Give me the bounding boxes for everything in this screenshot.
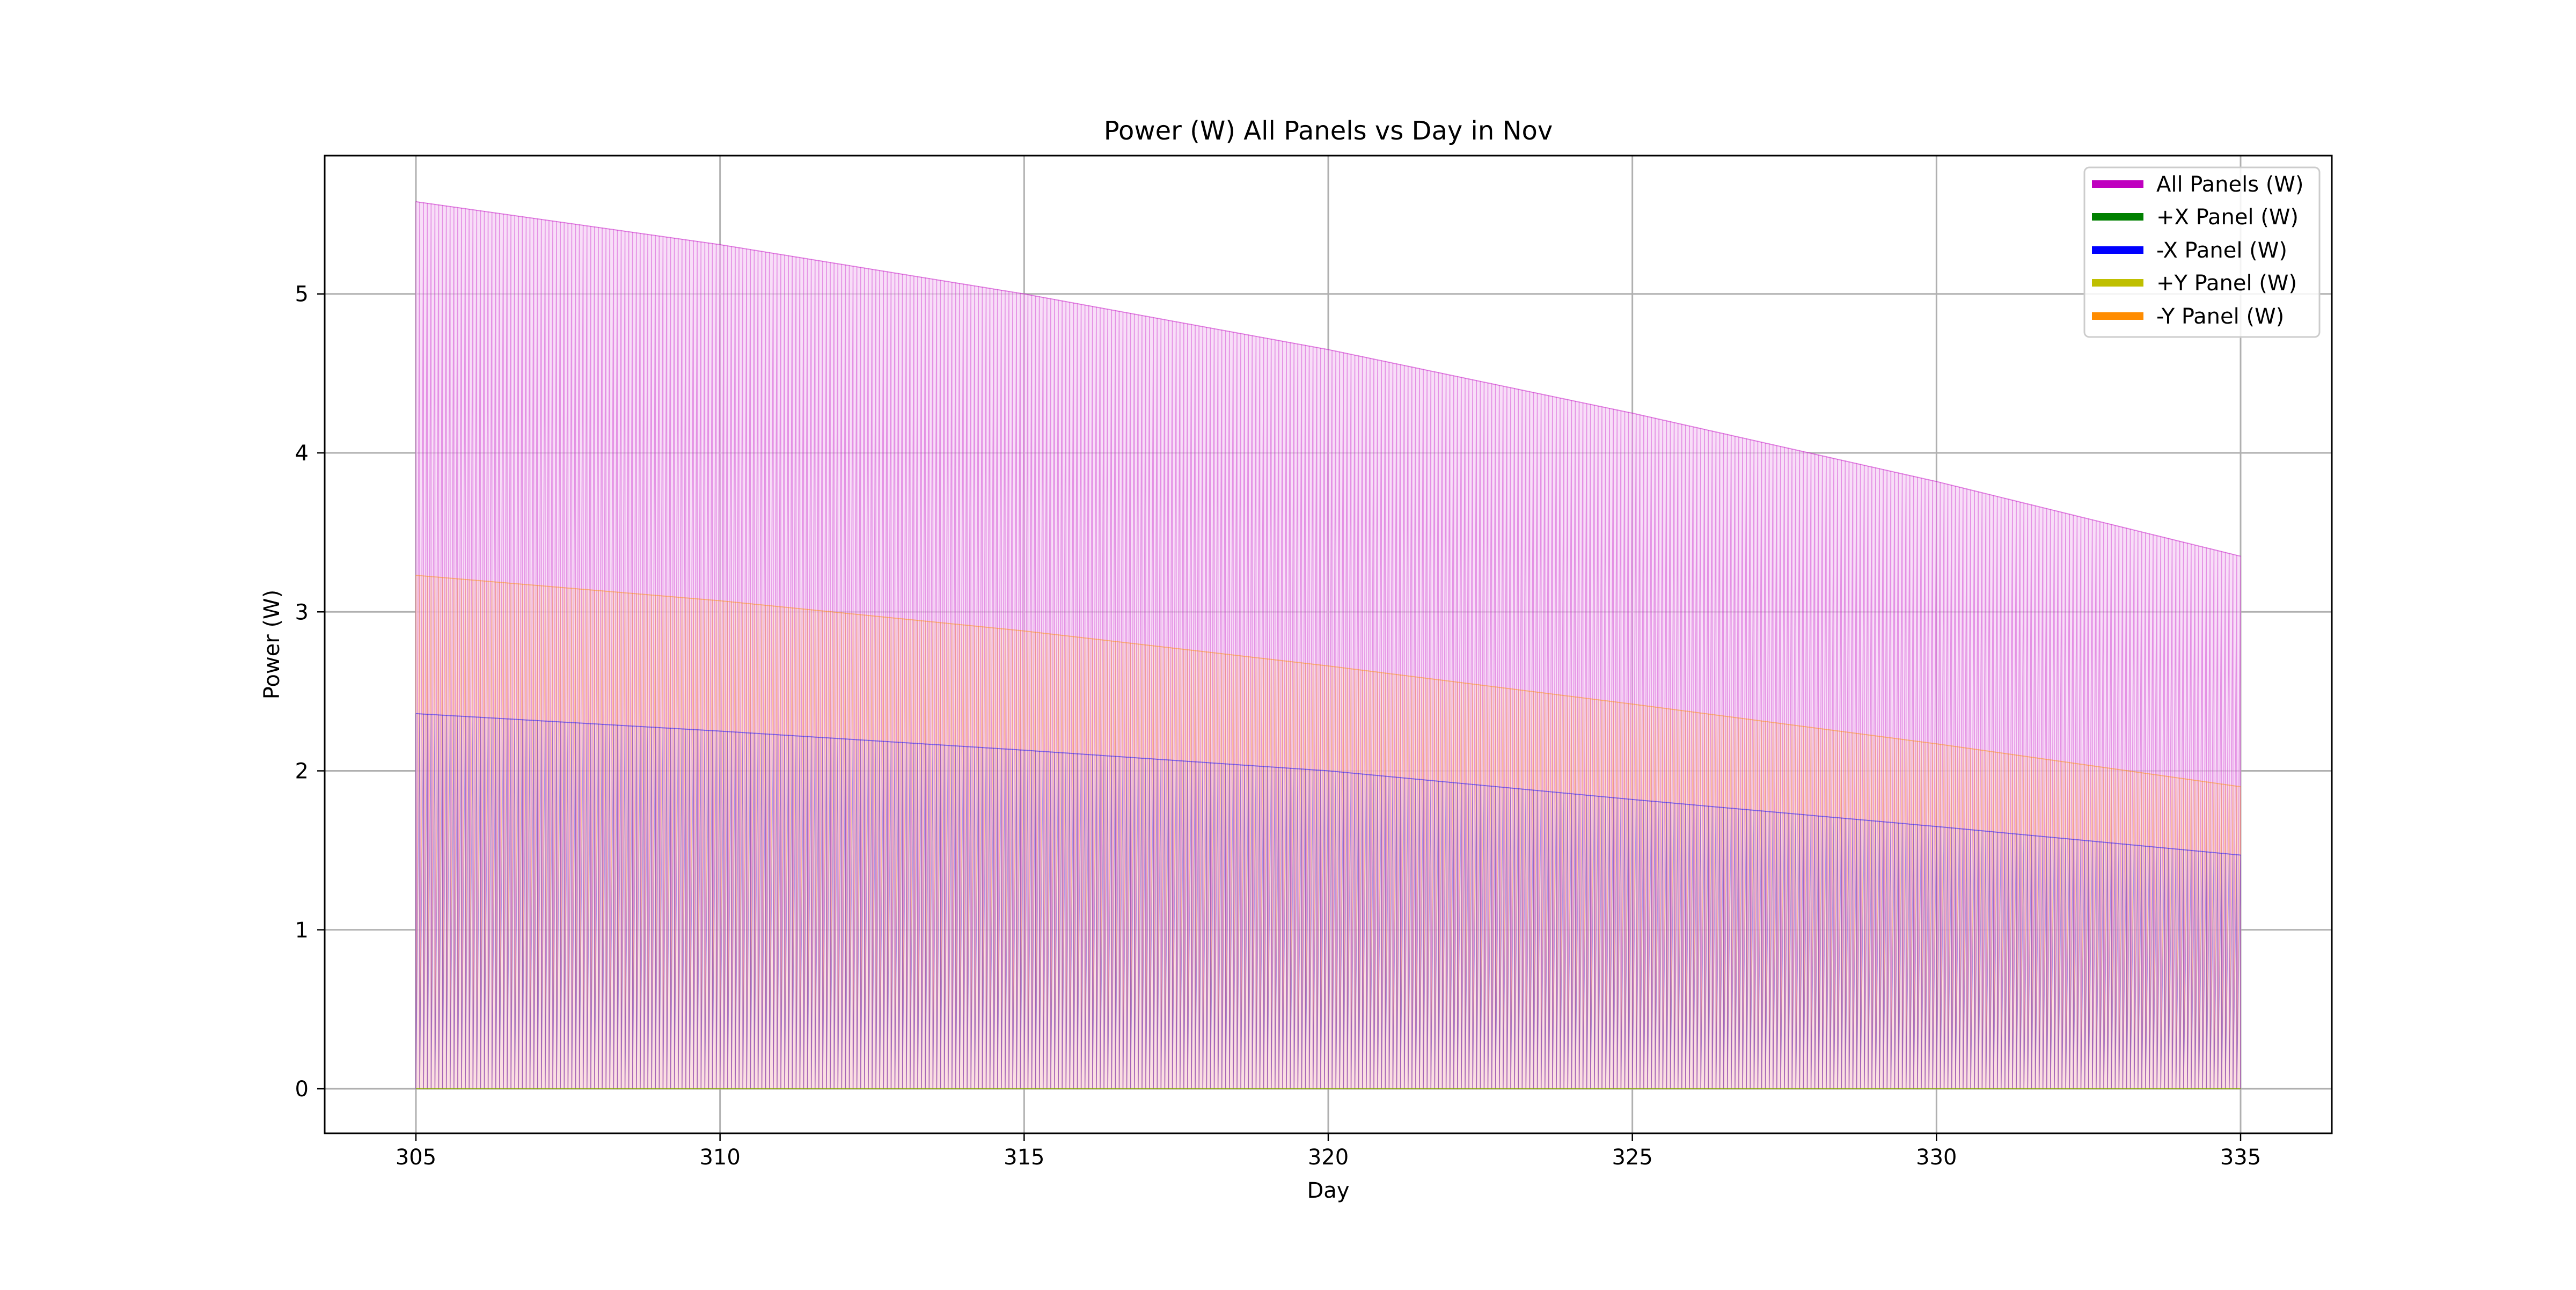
series-line [415,713,2241,1089]
legend-label-minus-x-panel: -X Panel (W) [2156,238,2287,263]
y-axis-label: Power (W) [260,590,284,699]
legend-label-minus-y-panel: -Y Panel (W) [2156,304,2284,329]
legend-frame [2083,166,2321,338]
legend-entry-minus-y-panel: -Y Panel (W) [2092,304,2284,329]
x-axis-label: Day [1307,1178,1350,1203]
series-peak-trace [415,575,2241,788]
chart-title: Power (W) All Panels vs Day in Nov [1104,116,1553,146]
data-layer [415,201,2241,1090]
legend-label-plus-y-panel: +Y Panel (W) [2156,271,2297,296]
x-tick-label: 305 [396,1145,436,1170]
x-tick-label: 315 [1004,1145,1044,1170]
x-tick-label: 325 [1612,1145,1652,1170]
fill-layer [416,201,2241,1089]
legend-entry-plus-x-panel: +X Panel (W) [2092,205,2299,230]
y-tick-label: 3 [295,600,309,625]
legend-label-plus-x-panel: +X Panel (W) [2156,205,2299,230]
x-tick-label: 310 [699,1145,740,1170]
legend: All Panels (W) +X Panel (W) -X Panel (W)… [2083,166,2321,338]
tick-layer: 305 310 315 320 325 330 335 0 1 2 3 4 5 [295,282,2262,1170]
series-line [415,575,2241,1089]
series-peak-trace [415,201,2241,557]
y-tick-label: 0 [295,1077,309,1102]
x-tick-label: 330 [1916,1145,1957,1170]
y-tick-label: 2 [295,759,309,784]
legend-entry-all-panels: All Panels (W) [2092,172,2304,197]
x-tick-label: 335 [2220,1145,2261,1170]
y-tick-label: 4 [295,441,309,466]
series-envelope-fill [416,575,2241,1089]
series-peak-trace [415,713,2241,856]
legend-label-all-panels: All Panels (W) [2156,172,2304,197]
y-tick-label: 5 [295,282,309,307]
y-tick-label: 1 [295,918,309,943]
x-tick-label: 320 [1308,1145,1349,1170]
legend-entry-minus-x-panel: -X Panel (W) [2092,238,2287,263]
series-line [415,201,2241,1089]
legend-entry-plus-y-panel: +Y Panel (W) [2092,271,2297,296]
